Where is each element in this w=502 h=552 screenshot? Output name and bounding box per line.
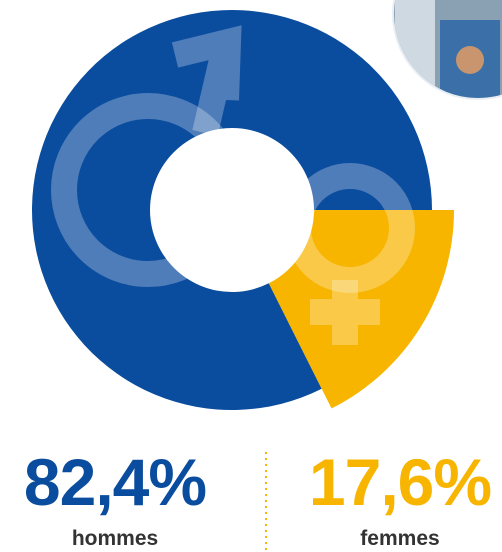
chart: 82,4% hommes 17,6% femmes xyxy=(0,0,502,552)
value-label: 82,4% xyxy=(24,445,206,519)
legend: 82,4% hommes 17,6% femmes xyxy=(24,445,491,550)
photo xyxy=(390,0,502,100)
category-label: femmes xyxy=(360,527,439,550)
category-label: hommes xyxy=(72,527,158,550)
page: {"chart_data": {"type": "donut", "catego… xyxy=(0,0,502,552)
value-label: 17,6% xyxy=(309,445,491,519)
